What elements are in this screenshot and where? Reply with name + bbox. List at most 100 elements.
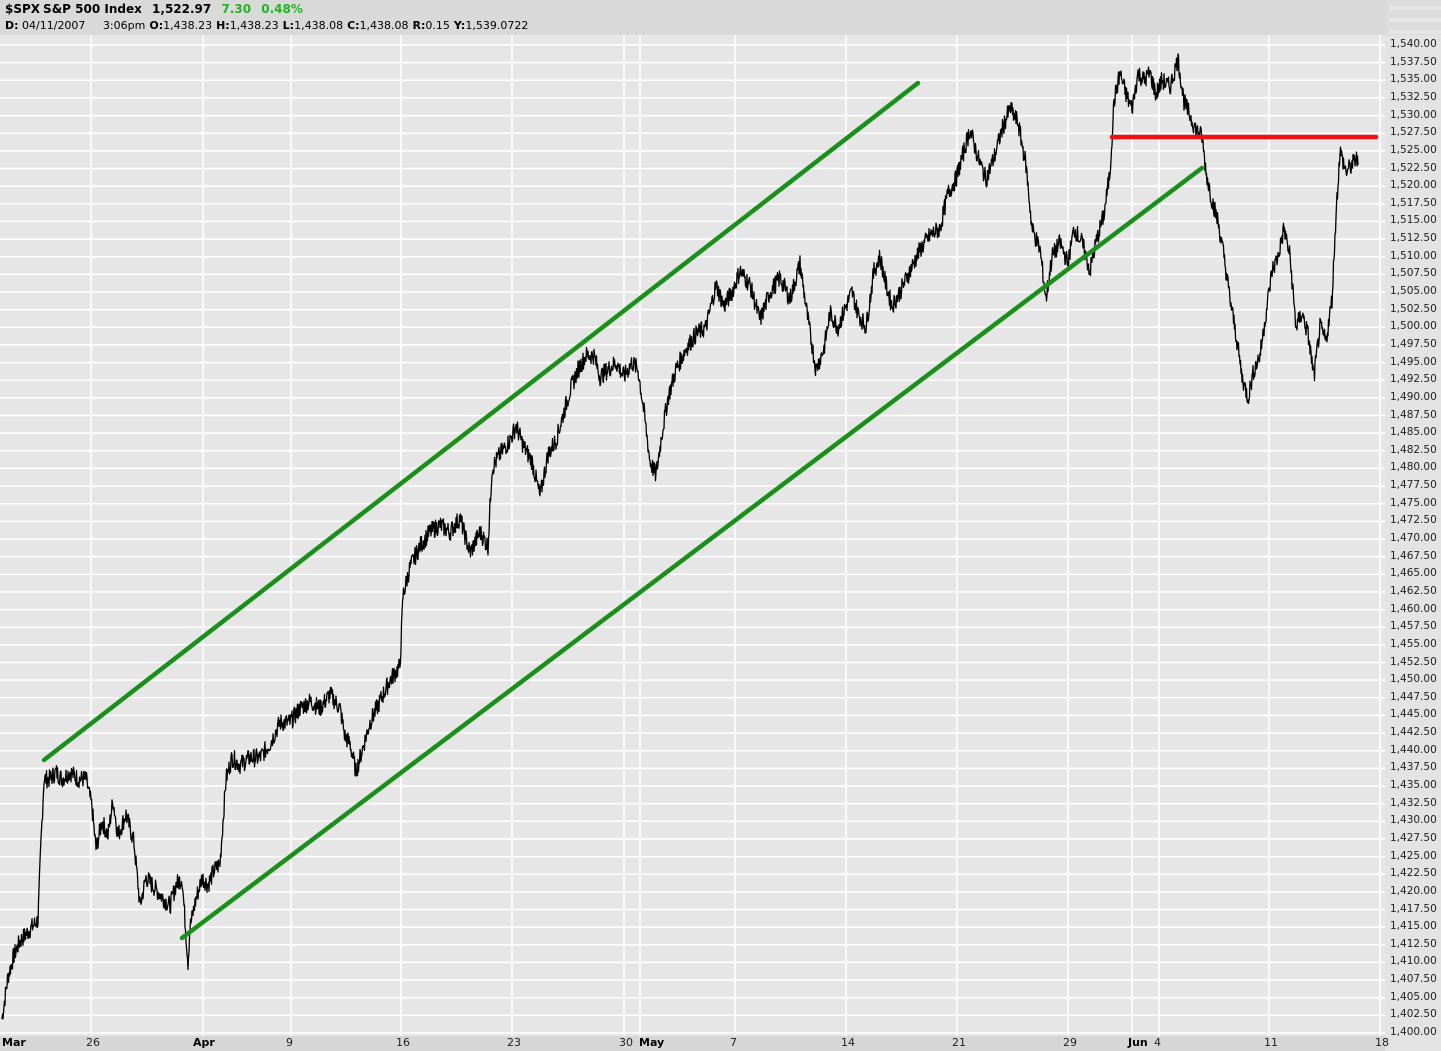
y-tick-label: 1,457.50 xyxy=(1390,620,1437,633)
y-tick-label: 1,492.50 xyxy=(1390,373,1437,386)
y-tick-label: 1,442.50 xyxy=(1390,726,1437,739)
y-tick-label: 1,497.50 xyxy=(1390,337,1437,350)
corner-stripe xyxy=(1389,18,1441,22)
y-tick-label: 1,402.50 xyxy=(1390,1008,1437,1021)
y-tick-label: 1,407.50 xyxy=(1390,973,1437,986)
x-tick-label: 11 xyxy=(1264,1036,1278,1049)
y-tick-label: 1,480.00 xyxy=(1390,461,1437,474)
date-label: D: xyxy=(5,19,19,32)
y-tick-label: 1,472.50 xyxy=(1390,514,1437,527)
close-label: C: xyxy=(347,19,360,32)
y-tick-label: 1,522.50 xyxy=(1390,161,1437,174)
annotations xyxy=(41,80,1379,941)
y-tick-label: 1,435.00 xyxy=(1390,779,1437,791)
x-tick-label: 9 xyxy=(286,1036,293,1049)
x-tick-label: Jun xyxy=(1128,1036,1148,1049)
y-tick-label: 1,482.50 xyxy=(1390,443,1437,456)
y-tick-label: 1,430.00 xyxy=(1390,814,1437,827)
y-tick-label: 1,417.50 xyxy=(1390,902,1437,915)
chart-header: $SPX S&P 500 Index 1,522.97 7.30 0.48% D:… xyxy=(0,0,1441,35)
y-tick-label: 1,447.50 xyxy=(1390,690,1437,703)
ohlc-info-line: D: 04/11/2007 3:06pm O:1,438.23 H:1,438.23… xyxy=(5,19,528,32)
low-value: 1,438.08 xyxy=(294,19,344,32)
x-tick-label: Apr xyxy=(193,1036,215,1049)
y-tick-label: 1,510.00 xyxy=(1390,249,1437,262)
y-tick-label: 1,405.00 xyxy=(1390,990,1437,1003)
y-tick-label: 1,445.00 xyxy=(1390,708,1437,721)
upper-channel-line[interactable] xyxy=(41,80,921,763)
y-tick-label: 1,500.00 xyxy=(1390,320,1437,333)
y-tick-label: 1,532.50 xyxy=(1390,90,1437,103)
y-tick-label: 1,537.50 xyxy=(1390,55,1437,68)
x-axis xyxy=(0,1036,1385,1051)
y-tick-label: 1,432.50 xyxy=(1390,796,1437,809)
y-tick-label: 1,507.50 xyxy=(1390,267,1437,280)
time-value: 3:06pm xyxy=(102,19,146,32)
y-tick-label: 1,525.00 xyxy=(1390,143,1437,156)
lower-channel-line[interactable] xyxy=(179,165,1205,941)
y-label: Y: xyxy=(453,19,466,32)
range-label: R: xyxy=(412,19,426,32)
header-corner xyxy=(1385,0,1441,35)
vertical-gridlines xyxy=(90,35,1381,1036)
y-tick-label: 1,467.50 xyxy=(1390,549,1437,562)
y-tick-label: 1,415.00 xyxy=(1390,920,1437,933)
y-tick-label: 1,485.00 xyxy=(1390,426,1437,439)
low-label: L: xyxy=(282,19,295,32)
symbol: $SPX xyxy=(5,2,41,16)
y-tick-label: 1,440.00 xyxy=(1390,743,1437,756)
x-tick-label: 18 xyxy=(1375,1036,1389,1049)
y-tick-label: 1,427.50 xyxy=(1390,831,1437,844)
y-tick-label: 1,465.00 xyxy=(1390,567,1437,580)
y-tick-label: 1,462.50 xyxy=(1390,584,1437,597)
y-tick-label: 1,452.50 xyxy=(1390,655,1437,668)
y-tick-label: 1,477.50 xyxy=(1390,479,1437,492)
y-tick-label: 1,425.00 xyxy=(1390,849,1437,862)
y-tick-label: 1,535.00 xyxy=(1390,73,1437,86)
y-tick-label: 1,400.00 xyxy=(1390,1026,1437,1038)
close-value: 1,438.08 xyxy=(359,19,409,32)
high-label: H: xyxy=(216,19,230,32)
open-label: O: xyxy=(149,19,164,32)
x-tick-label: 29 xyxy=(1063,1036,1077,1049)
y-tick-label: 1,470.00 xyxy=(1390,532,1437,544)
y-tick-label: 1,505.00 xyxy=(1390,285,1437,297)
x-tick-label: 7 xyxy=(730,1036,737,1049)
y-tick-label: 1,410.00 xyxy=(1390,955,1437,968)
y-tick-label: 1,527.50 xyxy=(1390,126,1437,139)
y-tick-label: 1,487.50 xyxy=(1390,408,1437,421)
date-value: 04/11/2007 xyxy=(22,19,86,32)
y-tick-label: 1,437.50 xyxy=(1390,761,1437,774)
y-tick-label: 1,412.50 xyxy=(1390,937,1437,950)
horizontal-gridlines xyxy=(0,44,1385,1034)
x-tick-label: May xyxy=(639,1036,665,1049)
x-tick-label: 14 xyxy=(841,1036,855,1049)
high-value: 1,438.23 xyxy=(229,19,279,32)
y-value: 1,539.0722 xyxy=(465,19,529,32)
x-tick-label: 23 xyxy=(507,1036,521,1049)
corner-stripe xyxy=(1389,6,1441,10)
y-tick-label: 1,455.00 xyxy=(1390,637,1437,650)
last-price: 1,522.97 xyxy=(152,2,212,16)
y-tick-label: 1,422.50 xyxy=(1390,867,1437,880)
chart-plot-area[interactable] xyxy=(0,35,1385,1036)
y-tick-label: 1,460.00 xyxy=(1390,602,1437,615)
x-tick-label: 16 xyxy=(396,1036,410,1049)
y-tick-label: 1,490.00 xyxy=(1390,390,1437,403)
title-line: $SPX S&P 500 Index 1,522.97 7.30 0.48% xyxy=(5,2,309,16)
y-tick-label: 1,495.00 xyxy=(1390,355,1437,368)
y-tick-label: 1,475.00 xyxy=(1390,496,1437,509)
range-value: 0.15 xyxy=(425,19,450,32)
y-tick-label: 1,512.50 xyxy=(1390,232,1437,245)
change-percent: 0.48% xyxy=(261,2,303,16)
x-tick-label: 30 xyxy=(619,1036,633,1049)
price-line xyxy=(1,53,1359,1020)
open-value: 1,438.23 xyxy=(163,19,213,32)
y-tick-label: 1,450.00 xyxy=(1390,673,1437,686)
y-tick-label: 1,420.00 xyxy=(1390,884,1437,897)
y-tick-label: 1,540.00 xyxy=(1390,38,1437,50)
y-tick-label: 1,530.00 xyxy=(1390,108,1437,121)
y-tick-label: 1,502.50 xyxy=(1390,302,1437,315)
y-tick-label: 1,515.00 xyxy=(1390,214,1437,227)
x-tick-label: 21 xyxy=(952,1036,966,1049)
